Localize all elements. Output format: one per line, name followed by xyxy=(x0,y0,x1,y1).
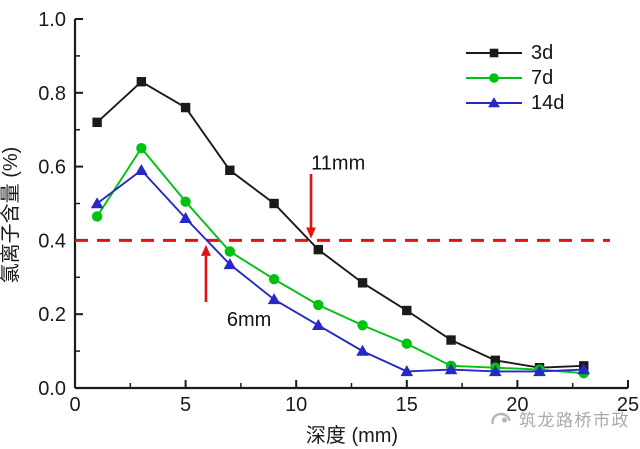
triangle-marker xyxy=(400,365,414,377)
square-marker xyxy=(357,278,368,288)
x-tick-label: 25 xyxy=(617,394,639,416)
triangle-marker xyxy=(488,365,502,377)
legend: 3d 7d 14d xyxy=(466,40,564,115)
triangle-marker xyxy=(90,197,104,209)
circle-marker xyxy=(91,211,103,222)
circle-marker xyxy=(313,299,324,311)
legend-label-3d: 3d xyxy=(531,41,554,64)
y-axis-ticks: 0.0 0.2 0.4 0.6 0.8 1.0 xyxy=(38,9,83,400)
series-14d xyxy=(90,163,591,377)
x-tick-label: 10 xyxy=(285,394,307,416)
y-tick-label: 0.6 xyxy=(38,157,66,179)
annotation-11mm: 11mm xyxy=(306,153,365,239)
triangle-marker xyxy=(223,258,237,270)
series-line-14d xyxy=(96,169,584,373)
square-marker xyxy=(402,305,412,316)
square-marker xyxy=(446,335,456,345)
y-tick-label: 0.0 xyxy=(38,378,66,400)
x-tick-label: 5 xyxy=(180,394,191,416)
legend-label-14d: 14d xyxy=(531,91,565,114)
series-7d xyxy=(91,142,589,379)
annotation-6mm: 6mm xyxy=(201,244,271,331)
square-marker xyxy=(490,355,500,366)
circle-marker xyxy=(357,320,368,331)
chart-generated-content: 0 5 10 15 20 25 0.0 0.2 0.4 0.6 0.8 1.0 11mm 6mm xyxy=(38,9,639,416)
triangle-marker xyxy=(312,318,325,330)
series-line-3d xyxy=(96,80,584,369)
circle-marker xyxy=(180,196,191,207)
y-tick-label: 0.8 xyxy=(38,83,66,105)
triangle-marker xyxy=(267,293,281,305)
legend-item-7d: 7d xyxy=(466,65,564,90)
watermark: 筑龙路桥市政 xyxy=(486,406,630,431)
circle-marker xyxy=(224,246,236,257)
square-marker xyxy=(269,198,279,209)
circle-marker xyxy=(136,142,147,154)
y-tick-label: 0.4 xyxy=(38,230,66,252)
legend-swatch-7d xyxy=(466,72,522,83)
x-tick-label: 15 xyxy=(396,394,418,416)
x-tick-label: 20 xyxy=(506,394,528,416)
triangle-marker xyxy=(135,163,148,175)
arrow-head xyxy=(201,244,211,256)
y-tick-label: 0.2 xyxy=(38,304,66,326)
triangle-marker xyxy=(444,363,458,375)
legend-swatch-3d xyxy=(466,48,522,57)
arrow-head xyxy=(306,227,316,239)
series-line-7d xyxy=(96,146,584,375)
triangle-marker xyxy=(533,365,546,377)
watermark-text: 筑龙路桥市政 xyxy=(519,411,630,430)
square-marker xyxy=(136,77,147,87)
watermark-logo-icon xyxy=(491,412,511,424)
circle-marker xyxy=(268,273,280,285)
square-marker xyxy=(92,117,102,128)
legend-item-3d: 3d xyxy=(466,40,564,65)
x-axis-ticks: 0 5 10 15 20 25 xyxy=(69,380,639,416)
series-3d xyxy=(92,77,589,373)
x-tick-label: 0 xyxy=(69,394,80,416)
y-tick-label: 1.0 xyxy=(38,9,66,31)
x-axis-title: 深度 (mm) xyxy=(306,424,398,447)
triangle-marker xyxy=(488,96,500,107)
legend-item-14d: 14d xyxy=(466,90,564,115)
legend-swatch-14d xyxy=(466,96,522,107)
annotation-text: 11mm xyxy=(311,153,365,175)
triangle-marker xyxy=(577,363,591,375)
triangle-marker xyxy=(179,211,192,223)
square-marker xyxy=(489,48,499,57)
square-marker xyxy=(313,244,324,255)
circle-marker xyxy=(401,338,412,349)
triangle-marker xyxy=(356,344,369,356)
annotation-text: 6mm xyxy=(227,309,271,331)
legend-label-7d: 7d xyxy=(531,66,554,89)
circle-marker xyxy=(489,72,499,83)
square-marker xyxy=(180,102,191,113)
square-marker xyxy=(225,165,235,175)
y-axis-title: 氯离子含量 (%) xyxy=(0,147,22,284)
